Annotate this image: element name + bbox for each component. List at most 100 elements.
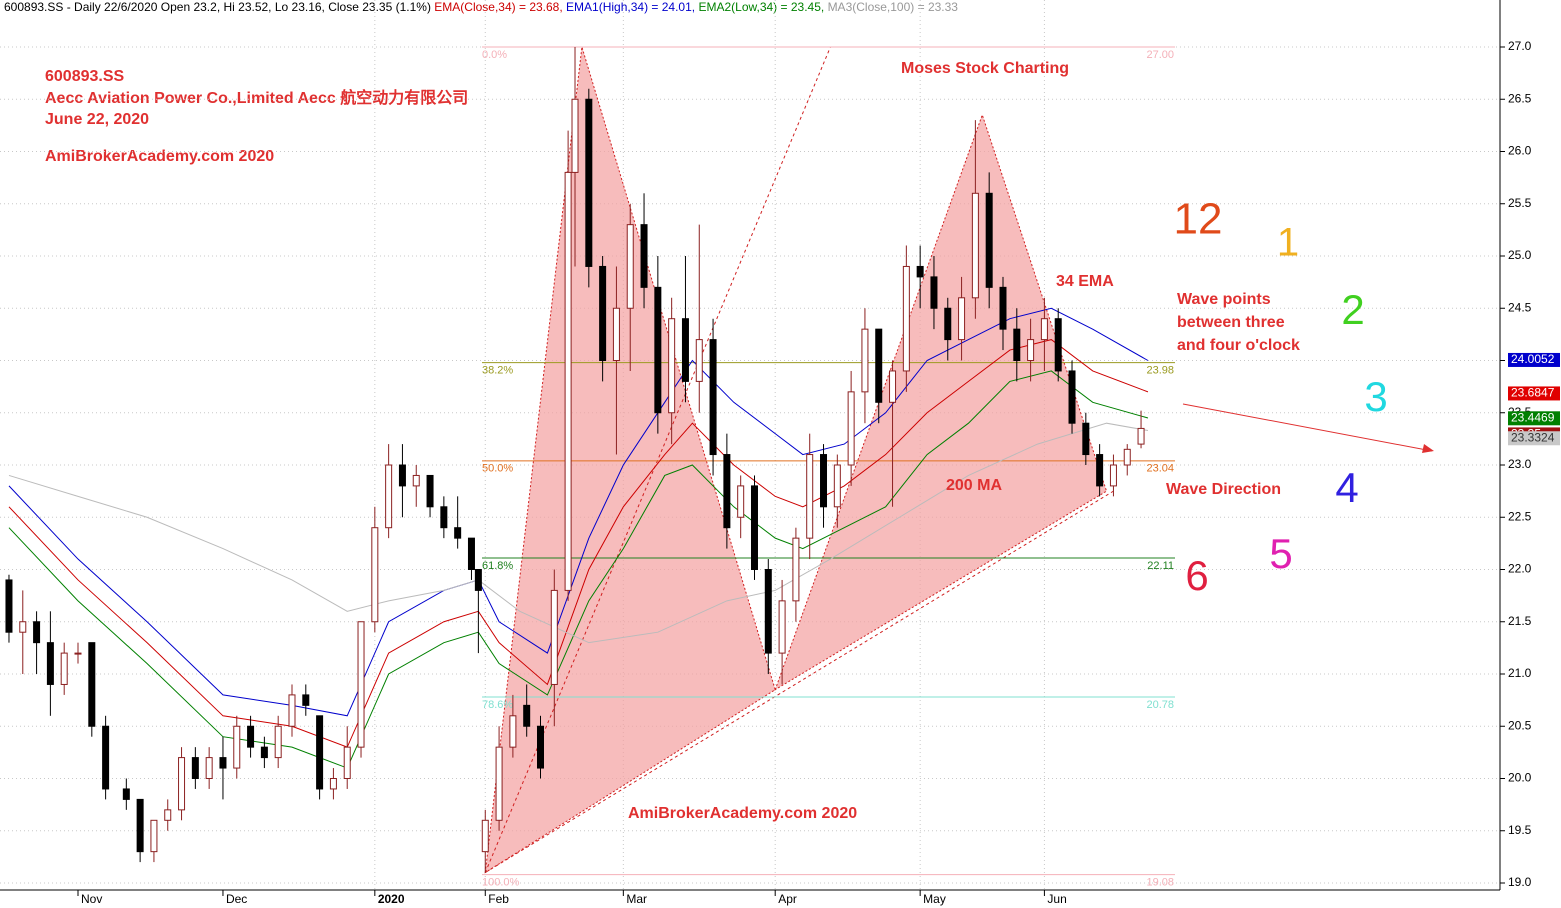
titles: 600893.SS Aecc Aviation Power Co.,Limite… <box>45 68 468 165</box>
y-tick-label: 21.5 <box>1508 614 1532 628</box>
candle-body <box>260 746 268 759</box>
candle-body <box>385 464 393 529</box>
annotation: Wave points <box>1177 291 1271 308</box>
clock-number: 3 <box>1364 373 1387 420</box>
title: Aecc Aviation Power Co.,Limited Aecc 航空动… <box>45 88 468 107</box>
fib-pct: 78.6% <box>482 699 513 711</box>
candle-body <box>889 370 897 403</box>
candle-body <box>723 454 731 529</box>
candle-body <box>440 506 448 529</box>
price-label-box <box>1508 352 1560 367</box>
candle-body <box>599 265 607 362</box>
candle-body <box>847 391 855 466</box>
price-label: 24.0052 <box>1511 352 1555 366</box>
header-part: 600893.SS - Daily 22/6/2020 Open 23.2, H… <box>4 0 431 14</box>
trend-line <box>485 490 1114 873</box>
candle-body <box>164 809 172 821</box>
fib-pct: 50.0% <box>482 463 513 475</box>
candle-body <box>764 569 772 654</box>
annotation: 200 MA <box>946 477 1002 494</box>
candle-body <box>536 725 544 769</box>
header: 600893.SS - Daily 22/6/2020 Open 23.2, H… <box>4 0 958 14</box>
candle-body <box>205 757 213 779</box>
clock-number: 12 <box>1174 195 1223 244</box>
candle-body <box>571 98 579 173</box>
candle-body <box>302 694 310 706</box>
candle-body <box>930 276 938 309</box>
price-label-box <box>1508 386 1560 401</box>
candle-body <box>371 527 379 623</box>
y-tick-label: 24.5 <box>1508 300 1532 314</box>
candle-body <box>1027 339 1035 362</box>
candle-body <box>5 579 13 633</box>
y-tick-label: 19.0 <box>1508 875 1532 889</box>
candle-body <box>357 621 365 748</box>
x-tick-label: Nov <box>81 892 102 906</box>
candle-body <box>247 725 255 748</box>
candle-body <box>274 725 282 759</box>
candle-body <box>1040 318 1048 341</box>
fib-price: 27.00 <box>1146 49 1174 61</box>
x-tick-label: 2020 <box>378 892 405 906</box>
title: AmiBrokerAcademy.com 2020 <box>45 148 274 165</box>
candle-body <box>668 318 676 414</box>
fib-pct: 61.8% <box>482 560 513 572</box>
y-tick-label: 20.5 <box>1508 718 1532 732</box>
price-label: 23.4469 <box>1511 410 1555 424</box>
candle-body <box>861 328 869 393</box>
clock-number: 1 <box>1277 221 1299 265</box>
candle-body <box>681 318 689 382</box>
annotation: between three <box>1177 314 1285 331</box>
candle-body <box>1068 370 1076 424</box>
candle-body <box>820 454 828 508</box>
fib-price: 22.11 <box>1147 560 1174 572</box>
y-tick-label: 20.0 <box>1508 771 1532 785</box>
candle-body <box>495 746 503 821</box>
candle-body <box>136 798 144 853</box>
candle-body <box>806 454 814 539</box>
candle-body <box>191 757 199 779</box>
candle-body <box>1123 448 1131 466</box>
clock-number: 5 <box>1269 530 1292 577</box>
candle-body <box>426 474 434 508</box>
candle-body <box>654 286 662 414</box>
candle-body <box>1137 427 1145 445</box>
candle-body <box>626 224 634 309</box>
candle-body <box>695 339 703 382</box>
x-tick-label: Mar <box>626 892 647 906</box>
candle-body <box>178 757 186 811</box>
fib-price: 20.78 <box>1146 699 1174 711</box>
header-part: EMA1(High,34) = 24.01, <box>566 0 695 14</box>
indicator-line <box>8 339 1149 748</box>
title: June 22, 2020 <box>45 111 149 128</box>
candle-body <box>288 694 296 727</box>
candle-body <box>564 171 572 591</box>
candle-body <box>60 652 68 685</box>
fib-pct: 100.0% <box>482 877 520 889</box>
fib-pct: 0.0% <box>482 49 507 61</box>
y-tick-label: 27.0 <box>1508 39 1532 53</box>
candle-body <box>1096 454 1104 487</box>
candle-body <box>454 527 462 539</box>
fib-price: 23.04 <box>1146 463 1174 475</box>
candle-body <box>902 265 910 372</box>
candle-body <box>585 98 593 267</box>
candle-body <box>412 474 420 487</box>
candle-body <box>750 485 758 570</box>
y-tick-label: 21.0 <box>1508 666 1532 680</box>
candle-body <box>1013 328 1021 361</box>
x-tick-label: Feb <box>488 892 509 906</box>
candle-body <box>467 537 475 571</box>
candle-body <box>985 192 993 288</box>
title: 600893.SS <box>45 68 125 85</box>
candle-body <box>102 725 110 790</box>
candle-body <box>398 464 406 487</box>
candle-body <box>999 286 1007 330</box>
fib-pct: 38.2% <box>482 364 513 376</box>
candle-body <box>233 725 241 769</box>
wave-arrow <box>1182 403 1433 452</box>
fib-price: 19.08 <box>1146 877 1174 889</box>
candle-body <box>481 819 489 853</box>
